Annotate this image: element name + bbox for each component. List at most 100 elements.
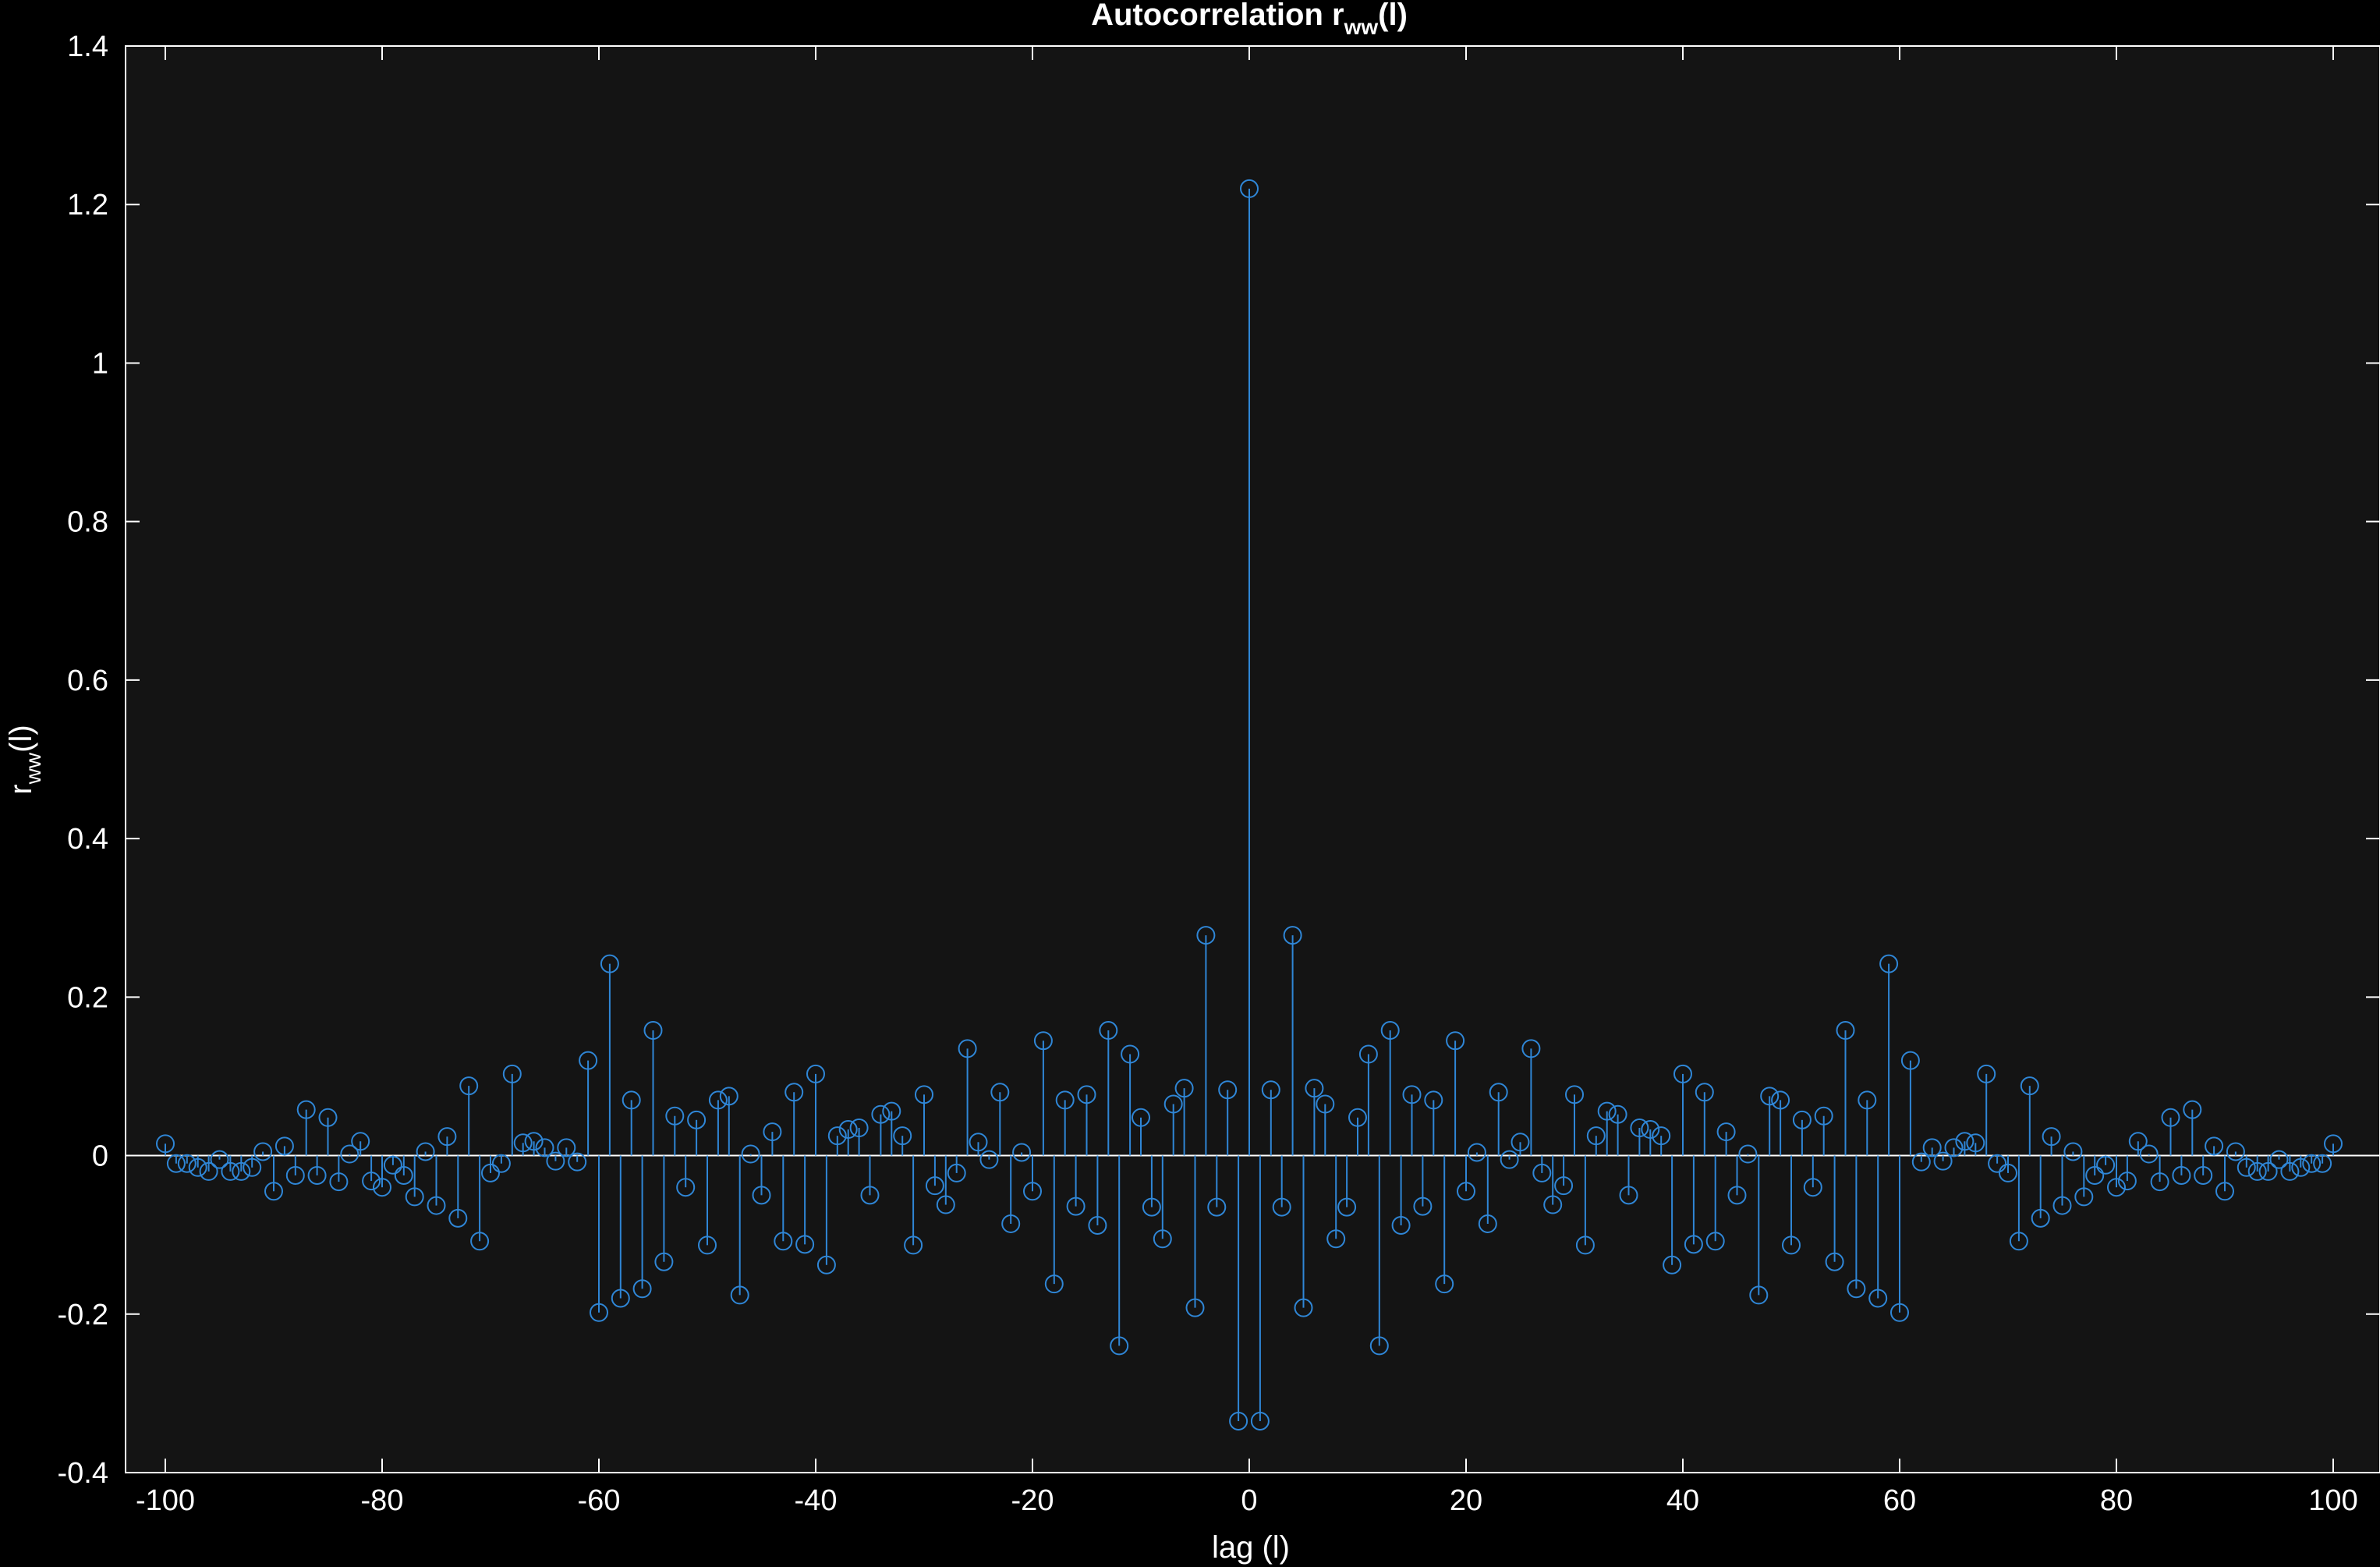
y-tick-label: -0.4 [58,1457,108,1490]
x-tick-label: 100 [2308,1484,2357,1517]
stem-marker [448,1208,468,1228]
x-tick-label: -100 [136,1484,195,1517]
stem-marker [849,1118,869,1137]
stem-marker [936,1195,955,1214]
stem-marker [1792,1110,1812,1129]
stem-marker [1348,1108,1367,1127]
stem-marker [827,1126,847,1146]
stem-marker [232,1161,251,1181]
stem-marker [427,1196,446,1215]
stem-marker [1196,926,1216,945]
stem-marker [264,1182,283,1201]
stem-marker [1272,1197,1291,1217]
stem-marker [806,1064,825,1083]
stem-marker [2280,1161,2300,1181]
stem-marker [1294,1298,1313,1317]
stem-marker [546,1151,565,1171]
stem-marker [643,1021,663,1041]
stem-marker [1185,1298,1205,1317]
stem-marker [535,1138,554,1158]
stem-marker [1760,1087,1780,1106]
stem-marker [1608,1104,1627,1124]
stem-marker [958,1039,977,1058]
stem-marker [1890,1303,1909,1322]
stem-marker [1446,1031,1465,1051]
chart-title-main: Autocorrelation r [1091,0,1344,32]
stem-marker [2313,1154,2332,1173]
stem-marker [1511,1133,1530,1152]
stem-marker [2291,1158,2311,1177]
y-tick-label: 1.4 [67,30,108,63]
stem-marker [2161,1108,2180,1127]
stem-marker [698,1236,717,1255]
stem-marker [2074,1187,2094,1207]
stem-marker [1858,1090,1877,1110]
stem-marker [2139,1144,2159,1164]
stem-marker [1110,1336,1129,1356]
stem-marker [1641,1120,1660,1140]
stem-marker [1868,1289,1888,1308]
y-tick-label: 0.8 [67,506,108,539]
stem-marker [1044,1275,1064,1294]
stem-marker [1565,1085,1584,1104]
stem-marker [1619,1186,1638,1205]
stem-marker [502,1064,522,1083]
stem-marker [925,1176,944,1196]
stem-marker [166,1154,186,1173]
stem-marker [1695,1083,1714,1102]
stem-marker [2085,1165,2105,1185]
stem-marker [2215,1182,2234,1201]
stem-marker [904,1236,923,1255]
stem-marker [1575,1236,1595,1255]
stem-marker [2150,1172,2169,1192]
stem-marker [2042,1127,2061,1147]
stem-marker [860,1186,880,1205]
y-axis-label-tail: (l) [4,725,38,753]
stem-marker [1391,1215,1411,1235]
stem-marker [437,1127,457,1147]
stem-marker [1521,1039,1541,1058]
stem-marker [470,1232,490,1251]
stem-marker [719,1087,738,1106]
stem-marker [177,1154,197,1173]
stem-marker [199,1161,218,1181]
x-tick-label: 80 [2100,1484,2133,1517]
x-tick-label: 60 [1883,1484,1916,1517]
stem-marker [491,1154,511,1173]
y-tick-label: 0.4 [67,823,108,856]
stem-marker [611,1289,630,1308]
stem-marker [1229,1411,1248,1431]
stem-marker [2237,1158,2256,1177]
stem-marker [1749,1285,1769,1305]
stem-marker [1944,1138,1964,1158]
stem-marker [459,1076,479,1096]
x-tick-label: -60 [578,1484,621,1517]
stem-marker [784,1083,804,1102]
stem-marker [979,1150,999,1169]
chart-title-subscript: ww [1344,15,1379,39]
stem-marker [1500,1150,1519,1169]
stem-marker [2063,1142,2083,1161]
stem-marker [568,1152,587,1172]
stem-marker [2194,1165,2213,1185]
y-axis: -0.4 -0.2 0 0.2 0.4 0.6 0.8 1 1.2 1.4 [58,30,2380,1490]
stem-marker [1478,1214,1497,1233]
y-tick-label: 0 [92,1140,108,1173]
stem-marker [1337,1197,1357,1217]
stem-marker [1716,1122,1736,1142]
stem-marker [1174,1079,1194,1098]
stem-marker [253,1142,273,1161]
stem-marker [915,1085,933,1104]
stem-marker [763,1122,782,1142]
x-tick-label: -40 [795,1484,838,1517]
plot-area [125,45,2380,1473]
x-axis-label: lag (l) [1212,1530,1290,1565]
stem-marker [2096,1155,2116,1175]
y-tick-label: 1 [92,347,108,380]
stem-marker [1316,1094,1335,1114]
stem-marker [1782,1236,1801,1255]
stem-marker [2107,1178,2126,1197]
stem-marker [416,1142,435,1161]
stem-marker [676,1178,696,1197]
